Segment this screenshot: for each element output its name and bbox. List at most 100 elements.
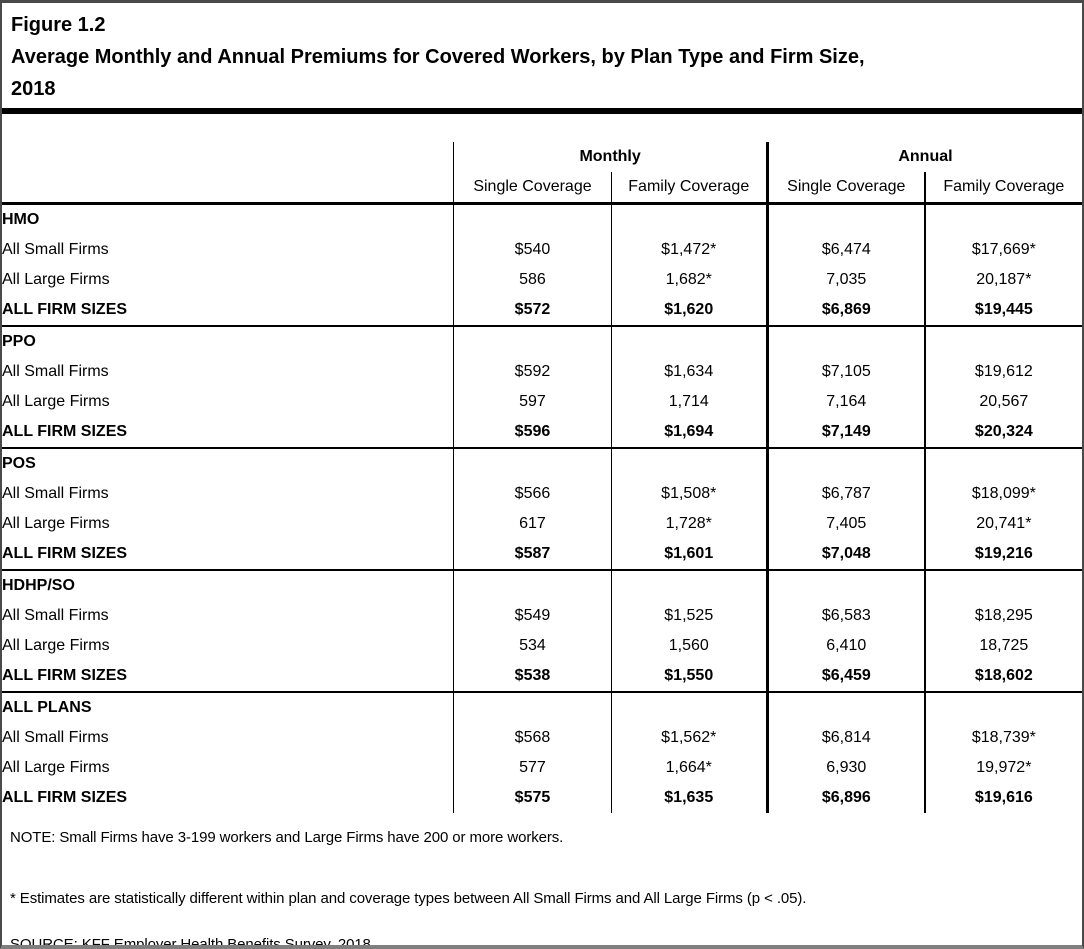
- cell-value: $19,612: [974, 363, 1033, 380]
- column-header-monthly-single: Single Coverage: [453, 172, 612, 205]
- data-row: All Small Firms $592 $1,634 $7,105 $19,6…: [2, 357, 1082, 387]
- figure-title-line-1: Average Monthly and Annual Premiums for …: [11, 46, 865, 68]
- cell-value: $587: [453, 539, 612, 571]
- cell-value: $19,445: [924, 295, 1082, 327]
- cell-value: $18,295: [974, 607, 1033, 624]
- cell-value: $7,048: [767, 539, 926, 571]
- total-row: ALL FIRM SIZES $572 $1,620 $6,869 $19,44…: [2, 295, 1082, 327]
- cell-value: $18,099*: [971, 485, 1036, 502]
- cell-value: $1,472*: [611, 235, 769, 265]
- row-label: All Small Firms: [2, 235, 455, 265]
- data-row: All Large Firms 534 1,560 6,410 18,725: [2, 631, 1082, 661]
- cell-value: $19,616: [974, 789, 1033, 806]
- cell-value: $6,869: [767, 295, 926, 327]
- cell-value: $1,601: [611, 539, 769, 571]
- row-label: All Large Firms: [2, 387, 455, 417]
- cell-value: 1,664*: [611, 753, 769, 783]
- plan-name-hmo: HMO: [2, 203, 455, 235]
- cell-value: 20,567: [979, 393, 1029, 410]
- figure-title-line-2: 2018: [11, 78, 56, 100]
- cell-value: $1,620: [611, 295, 769, 327]
- header-subrow: Single Coverage Family Coverage Single C…: [2, 172, 1082, 205]
- total-row: ALL FIRM SIZES $587 $1,601 $7,048 $19,21…: [2, 539, 1082, 571]
- data-row: All Large Firms 586 1,682* 7,035 20,187*: [2, 265, 1082, 295]
- data-row: All Small Firms $549 $1,525 $6,583 $18,2…: [2, 601, 1082, 631]
- cell-value: 617: [453, 509, 612, 539]
- cell-value: $7,149: [767, 417, 926, 449]
- cell-value: $6,814: [767, 723, 926, 753]
- cell-value: 1,714: [611, 387, 769, 417]
- row-label: All Small Firms: [2, 479, 455, 509]
- cell-value: 7,035: [767, 265, 926, 295]
- cell-value: 1,682*: [611, 265, 769, 295]
- cell-value: $1,550: [611, 661, 769, 693]
- row-label: All Large Firms: [2, 509, 455, 539]
- row-label: All Large Firms: [2, 753, 455, 783]
- data-row: All Small Firms $566 $1,508* $6,787 $18,…: [2, 479, 1082, 509]
- row-label: All Large Firms: [2, 265, 455, 295]
- cell-value: $592: [453, 357, 612, 387]
- cell-value: $6,459: [767, 661, 926, 693]
- data-row: All Large Firms 617 1,728* 7,405 20,741*: [2, 509, 1082, 539]
- cell-value: 19,972*: [976, 759, 1032, 776]
- cell-value: 7,164: [767, 387, 926, 417]
- data-row: All Large Firms 597 1,714 7,164 20,567: [2, 387, 1082, 417]
- plan-row: ALL PLANS: [2, 692, 1082, 723]
- total-row: ALL FIRM SIZES $538 $1,550 $6,459 $18,60…: [2, 661, 1082, 693]
- column-group-monthly: Monthly: [453, 142, 769, 172]
- plan-row: PPO: [2, 326, 1082, 357]
- cell-value: $20,324: [924, 417, 1082, 449]
- cell-value: 586: [453, 265, 612, 295]
- cell-value: $1,634: [611, 357, 769, 387]
- row-label: All Large Firms: [2, 631, 455, 661]
- row-label-total: ALL FIRM SIZES: [2, 539, 455, 571]
- cell-value: 6,930: [767, 753, 926, 783]
- plan-row: POS: [2, 448, 1082, 479]
- cell-value: $6,583: [767, 601, 926, 631]
- plan-row: HDHP/SO: [2, 570, 1082, 601]
- plan-name-hdhp-so: HDHP/SO: [2, 570, 455, 601]
- cell-value: $596: [453, 417, 612, 449]
- table-top-spacer: [2, 114, 1082, 142]
- cell-value: $18,739*: [971, 729, 1036, 746]
- title-divider-rule: [2, 108, 1082, 114]
- cell-value: 20,187*: [976, 271, 1032, 288]
- header-corner-cell: [2, 142, 455, 172]
- row-label-total: ALL FIRM SIZES: [2, 417, 455, 449]
- column-header-annual-single: Single Coverage: [767, 172, 926, 205]
- plan-name-pos: POS: [2, 448, 455, 479]
- figure-number: Figure 1.2: [11, 14, 106, 36]
- cell-value: 597: [453, 387, 612, 417]
- column-group-annual: Annual: [898, 148, 953, 165]
- row-label: All Small Firms: [2, 601, 455, 631]
- cell-value: $6,896: [767, 783, 926, 813]
- data-row: All Small Firms $568 $1,562* $6,814 $18,…: [2, 723, 1082, 753]
- plan-name-ppo: PPO: [2, 326, 455, 357]
- notes-block: NOTE: Small Firms have 3-199 workers and…: [2, 828, 1082, 945]
- row-label-total: ALL FIRM SIZES: [2, 661, 455, 693]
- cell-value: $566: [453, 479, 612, 509]
- row-label-total: ALL FIRM SIZES: [2, 295, 455, 327]
- total-row: ALL FIRM SIZES $575 $1,635 $6,896 $19,61…: [2, 783, 1082, 813]
- cell-value: $18,602: [924, 661, 1082, 693]
- cell-value: 20,741*: [976, 515, 1032, 532]
- cell-value: $549: [453, 601, 612, 631]
- cell-value: $17,669*: [971, 241, 1036, 258]
- cell-value: $7,105: [767, 357, 926, 387]
- cell-value: 577: [453, 753, 612, 783]
- cell-value: $1,635: [611, 783, 769, 813]
- plan-row: HMO: [2, 203, 1082, 235]
- row-label: All Small Firms: [2, 357, 455, 387]
- cell-value: 18,725: [979, 637, 1029, 654]
- header-label-cell: [2, 172, 455, 205]
- cell-value: $19,216: [924, 539, 1082, 571]
- cell-value: 534: [453, 631, 612, 661]
- cell-value: 1,560: [611, 631, 769, 661]
- cell-value: $575: [453, 783, 612, 813]
- cell-value: 7,405: [767, 509, 926, 539]
- data-row: All Large Firms 577 1,664* 6,930 19,972*: [2, 753, 1082, 783]
- title-block: Figure 1.2 Average Monthly and Annual Pr…: [2, 3, 1082, 105]
- cell-value: $1,562*: [611, 723, 769, 753]
- cell-value: $1,525: [611, 601, 769, 631]
